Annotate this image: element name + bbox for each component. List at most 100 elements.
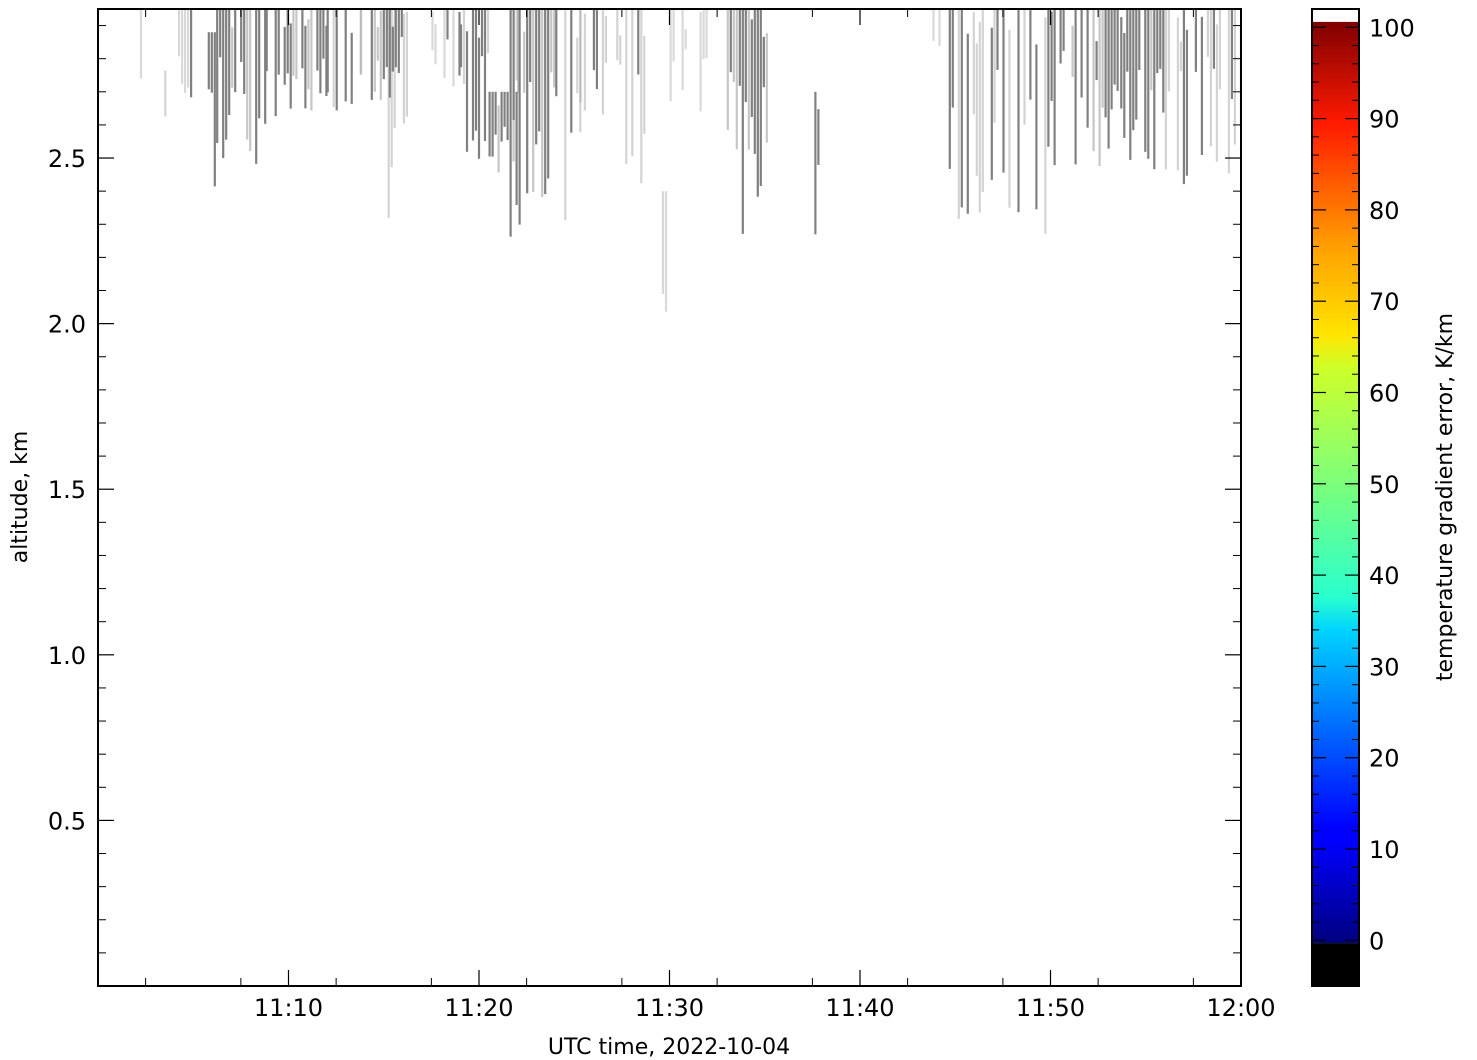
missing-data-stripe <box>579 9 582 103</box>
missing-data-stripe <box>592 9 595 71</box>
missing-data-stripe <box>471 9 475 141</box>
missing-data-stripe <box>359 9 362 75</box>
missing-data-stripe <box>1185 29 1188 176</box>
missing-data-stripe <box>1206 9 1209 57</box>
missing-data-stripe <box>672 9 675 62</box>
missing-data-stripe <box>1062 9 1065 51</box>
missing-data-stripe <box>1176 17 1179 171</box>
missing-data-stripe <box>400 9 403 37</box>
y-tick-label: 2.0 <box>48 311 86 339</box>
missing-data-stripe <box>190 9 193 98</box>
missing-data-stripe <box>446 9 449 40</box>
colorbar-tick-label: 60 <box>1369 379 1400 407</box>
missing-data-stripe <box>957 9 960 219</box>
missing-data-stripe <box>1008 29 1011 208</box>
missing-data-stripe <box>637 9 640 75</box>
colorbar-tick-label: 100 <box>1369 14 1415 42</box>
missing-data-stripe <box>379 10 382 100</box>
missing-data-stripe <box>483 9 487 141</box>
missing-data-stripe <box>178 9 181 57</box>
missing-data-stripe <box>664 191 668 312</box>
missing-data-stripe <box>1071 25 1074 77</box>
missing-data-stripe <box>500 91 503 142</box>
missing-data-stripe <box>1159 9 1162 69</box>
missing-data-stripe <box>1059 9 1062 64</box>
missing-data-stripe <box>579 9 582 133</box>
missing-data-stripe <box>512 9 515 120</box>
missing-data-layer <box>139 9 1241 312</box>
colorbar-tick-label: 70 <box>1369 288 1400 316</box>
missing-data-stripe <box>184 9 187 93</box>
missing-data-stripe <box>1047 9 1050 147</box>
missing-data-stripe <box>681 9 684 91</box>
missing-data-stripe <box>744 9 747 103</box>
missing-data-stripe <box>434 24 437 65</box>
missing-data-stripe <box>210 32 213 93</box>
missing-data-stripe <box>625 9 628 165</box>
missing-data-stripe <box>316 9 319 71</box>
missing-data-stripe <box>538 9 541 132</box>
missing-data-stripe <box>1044 17 1047 234</box>
missing-data-stripe <box>222 9 225 159</box>
missing-data-stripe <box>382 9 385 80</box>
colorbar-tick-label: 80 <box>1369 197 1400 225</box>
missing-data-stripe <box>966 33 969 214</box>
missing-data-stripe <box>951 9 954 108</box>
missing-data-stripe <box>1023 9 1026 125</box>
missing-data-stripe <box>1101 9 1104 108</box>
missing-data-stripe <box>350 32 353 104</box>
missing-data-stripe <box>240 9 243 62</box>
missing-data-stripe <box>990 27 993 180</box>
missing-data-stripe <box>1120 17 1123 109</box>
missing-data-stripe <box>1116 9 1119 91</box>
missing-data-stripe <box>326 9 329 93</box>
missing-data-stripe <box>705 9 708 58</box>
missing-data-stripe <box>216 9 219 143</box>
missing-data-stripe <box>753 9 756 154</box>
missing-data-stripe <box>458 12 461 76</box>
missing-data-stripe <box>1092 9 1095 152</box>
missing-data-stripe <box>494 91 497 135</box>
missing-data-stripe <box>385 9 388 67</box>
missing-data-stripe <box>1215 24 1218 162</box>
missing-data-stripe <box>459 24 463 68</box>
missing-data-stripe <box>765 33 768 143</box>
missing-data-stripe <box>669 9 672 102</box>
missing-data-stripe <box>583 13 586 111</box>
x-axis-ticks: 11:10 11:20 11:30 11:40 11:50 12:00 <box>145 9 1276 1022</box>
missing-data-stripe <box>1095 41 1098 81</box>
missing-data-stripe <box>1017 9 1020 213</box>
missing-data-stripe <box>388 9 391 98</box>
missing-data-stripe <box>817 109 820 165</box>
missing-data-stripe <box>978 21 981 213</box>
missing-data-stripe <box>738 9 741 86</box>
missing-data-stripe <box>234 9 237 93</box>
x-axis-label: UTC time, 2022-10-04 <box>548 1035 790 1060</box>
missing-data-stripe <box>576 37 579 94</box>
missing-data-stripe <box>616 9 619 61</box>
missing-data-stripe <box>702 9 705 60</box>
missing-data-stripe <box>1104 9 1107 118</box>
missing-data-stripe <box>517 9 520 93</box>
missing-data-stripe <box>431 11 434 51</box>
missing-data-stripe <box>213 32 216 187</box>
missing-data-stripe <box>503 91 506 127</box>
missing-data-stripe <box>619 35 622 65</box>
colorbar-frame <box>1311 8 1360 987</box>
missing-data-stripe <box>274 9 277 117</box>
missing-data-stripe <box>541 9 544 197</box>
missing-data-stripe <box>515 91 518 205</box>
missing-data-stripe <box>391 26 394 72</box>
missing-data-stripe <box>304 25 307 109</box>
missing-data-stripe <box>735 9 738 150</box>
missing-data-stripe <box>532 9 535 192</box>
missing-data-stripe <box>523 31 526 93</box>
missing-data-stripe <box>474 9 478 131</box>
missing-data-stripe <box>344 9 347 102</box>
missing-data-stripe <box>1150 9 1153 91</box>
missing-data-stripe <box>996 9 999 70</box>
colorbar-ticks: 0 10 20 30 40 50 60 70 80 90 100 <box>1312 14 1415 955</box>
missing-data-stripe <box>443 9 446 79</box>
missing-data-stripe <box>1123 33 1126 138</box>
